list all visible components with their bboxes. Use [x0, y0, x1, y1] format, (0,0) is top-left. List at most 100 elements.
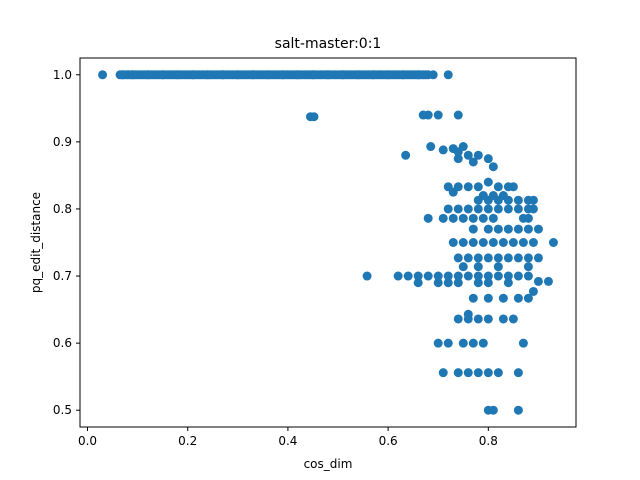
- data-point: [353, 70, 363, 80]
- data-point: [398, 70, 408, 80]
- data-point: [478, 338, 488, 348]
- data-point: [368, 70, 378, 80]
- data-point: [503, 224, 513, 234]
- plot-area-frame: [79, 57, 577, 428]
- data-point: [493, 195, 503, 205]
- data-point: [503, 204, 513, 214]
- data-point: [433, 110, 443, 120]
- data-point: [493, 204, 503, 214]
- data-point: [483, 195, 493, 205]
- data-point: [463, 253, 473, 263]
- data-point: [493, 253, 503, 263]
- data-point: [493, 262, 503, 272]
- data-point: [488, 238, 498, 247]
- data-point: [523, 293, 533, 303]
- data-point: [503, 253, 513, 263]
- data-point: [498, 314, 508, 324]
- data-point: [423, 271, 433, 281]
- y-tick-label: 0.6: [53, 336, 72, 350]
- data-point: [158, 70, 168, 80]
- x-tick-label: 0.2: [178, 434, 197, 448]
- data-point: [423, 213, 433, 223]
- data-point: [503, 195, 513, 205]
- data-point: [533, 224, 543, 234]
- data-point: [473, 150, 483, 160]
- data-point: [423, 110, 433, 120]
- data-point: [453, 110, 463, 120]
- data-point: [218, 70, 228, 80]
- data-point: [493, 224, 503, 234]
- data-point: [528, 195, 538, 205]
- data-point: [453, 154, 463, 164]
- data-point: [488, 213, 498, 223]
- data-point: [203, 70, 213, 80]
- y-tick-label: 0.8: [53, 202, 72, 216]
- data-point: [473, 195, 483, 205]
- data-point: [483, 293, 493, 303]
- data-point: [401, 150, 411, 160]
- data-point: [523, 262, 533, 272]
- data-point: [458, 238, 468, 247]
- data-point: [483, 154, 493, 164]
- data-point: [458, 338, 468, 348]
- data-point: [453, 278, 463, 288]
- data-point: [483, 368, 493, 378]
- data-point: [173, 70, 183, 80]
- data-point: [468, 338, 478, 348]
- data-point: [498, 293, 508, 303]
- data-point: [483, 204, 493, 214]
- data-point: [413, 70, 423, 80]
- data-point: [458, 213, 468, 223]
- data-point: [523, 253, 533, 263]
- data-point: [483, 224, 493, 234]
- x-tick-label: 0.0: [78, 434, 97, 448]
- data-point: [473, 204, 483, 214]
- data-point: [438, 213, 448, 223]
- data-point: [463, 182, 473, 192]
- data-point: [433, 338, 443, 348]
- data-point: [443, 204, 453, 214]
- data-point: [498, 238, 508, 247]
- data-point: [448, 238, 458, 247]
- data-point: [458, 142, 468, 152]
- data-point: [488, 405, 498, 415]
- data-point: [362, 271, 372, 281]
- data-point: [263, 70, 273, 80]
- data-point: [453, 182, 463, 192]
- data-point: [308, 70, 318, 80]
- data-point: [453, 314, 463, 324]
- data-point: [478, 213, 488, 223]
- data-point: [523, 271, 533, 281]
- data-points-group: [98, 70, 558, 415]
- data-point: [483, 314, 493, 324]
- y-tick-label: 0.7: [53, 269, 72, 283]
- x-axis-title: cos_dim: [304, 457, 353, 471]
- data-point: [513, 293, 523, 303]
- data-point: [503, 278, 513, 288]
- data-point: [463, 314, 473, 324]
- data-point: [433, 278, 443, 288]
- data-point: [503, 271, 513, 281]
- x-tick-label: 0.4: [278, 434, 297, 448]
- data-point: [438, 145, 448, 155]
- data-point: [518, 338, 528, 348]
- data-point: [493, 368, 503, 378]
- data-point: [473, 182, 483, 192]
- data-point: [543, 276, 553, 286]
- y-tick-label: 0.9: [53, 135, 72, 149]
- data-point: [528, 286, 538, 296]
- data-point: [518, 238, 528, 247]
- data-point: [338, 70, 348, 80]
- data-point: [483, 253, 493, 263]
- data-point: [513, 204, 523, 214]
- data-point: [478, 238, 488, 247]
- data-point: [98, 70, 108, 80]
- data-point: [248, 70, 258, 80]
- data-point: [528, 238, 538, 247]
- data-point: [463, 150, 473, 160]
- data-point: [483, 271, 493, 281]
- data-point: [463, 204, 473, 214]
- data-point: [323, 70, 333, 80]
- data-point: [473, 271, 483, 281]
